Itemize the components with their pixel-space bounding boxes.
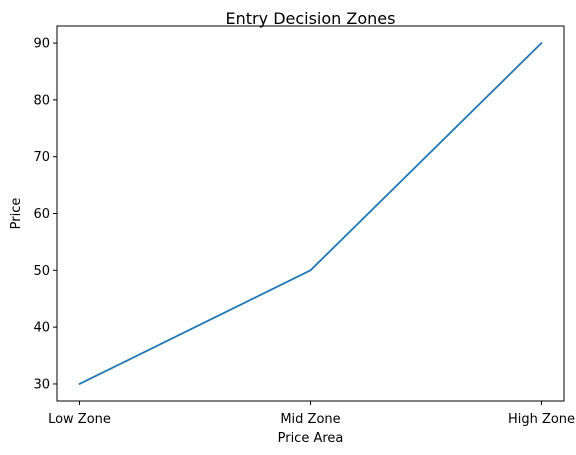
y-tick-label: 90 [33, 37, 50, 52]
series-layer [78, 42, 543, 385]
plot-area [57, 26, 564, 401]
y-tick-label: 70 [33, 150, 50, 165]
x-axis-ticks: Low Zone Mid Zone High Zone [48, 401, 575, 427]
y-tick-label: 40 [33, 321, 50, 336]
x-axis-label: Price Area [278, 431, 344, 446]
y-tick-label: 50 [33, 264, 50, 279]
y-tick-label: 80 [33, 93, 50, 108]
chart-title: Entry Decision Zones [226, 9, 396, 28]
series-line [78, 42, 543, 385]
y-tick-label: 60 [33, 207, 50, 222]
x-tick-label: Low Zone [48, 412, 111, 427]
y-tick-label: 30 [33, 377, 50, 392]
x-tick-label: High Zone [508, 412, 575, 427]
plot-frame [56, 25, 565, 402]
y-axis-ticks: 30 40 50 60 70 80 90 [33, 37, 57, 392]
x-tick-label: Mid Zone [280, 412, 340, 427]
y-axis-label: Price [9, 198, 24, 230]
